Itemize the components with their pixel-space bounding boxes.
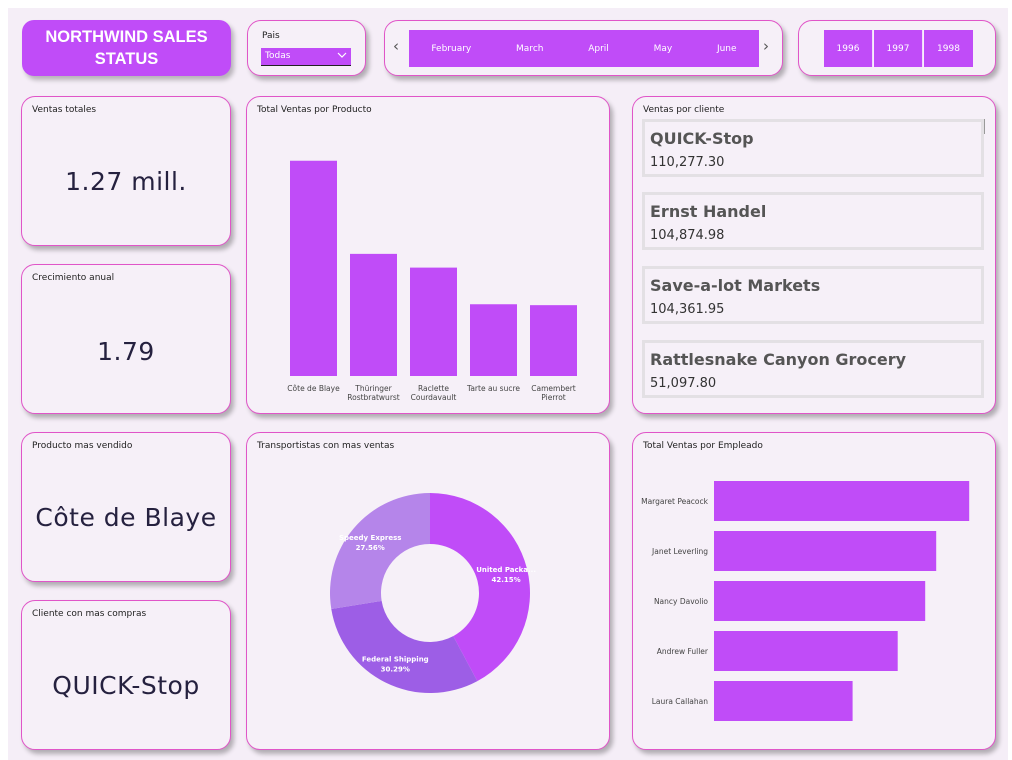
bar-0 <box>290 160 337 376</box>
y-tick-label: Margaret Peacock <box>641 497 709 506</box>
chart-title: Ventas por cliente <box>643 105 725 115</box>
donut-slice-1 <box>331 600 478 693</box>
slice-percent-label: 42.15% <box>492 576 521 584</box>
pais-dropdown[interactable]: Todas <box>261 48 351 66</box>
month-march[interactable]: March <box>516 43 544 54</box>
pais-dropdown-value: Todas <box>265 51 291 61</box>
kpi-cliente-mas-compras: Cliente con mas compras QUICK-Stop <box>21 600 231 750</box>
bar-1 <box>714 531 937 571</box>
ventas-empleado-chart: Margaret Peacock Janet Leverling Nancy Dav… <box>641 481 970 721</box>
x-tick-label: Thüringer Rostbratwurst <box>347 384 400 402</box>
transportistas-chart-card: Transportistas con mas ventas United Pac… <box>246 432 610 750</box>
month-june[interactable]: June <box>716 43 737 54</box>
chart-title: Transportistas con mas ventas <box>257 441 395 451</box>
customer-value: 110,277.30 <box>650 155 725 170</box>
chart-title: Total Ventas por Empleado <box>643 441 763 451</box>
customer-name: Ernst Handel <box>650 202 767 221</box>
slice-label: United Packa... <box>476 566 536 574</box>
customer-card[interactable]: QUICK-Stop 110,277.30 <box>642 119 984 177</box>
customer-name: Rattlesnake Canyon Grocery <box>650 350 907 369</box>
next-month-arrow-icon[interactable]: › <box>763 37 769 55</box>
slice-percent-label: 27.56% <box>356 544 385 552</box>
ventas-producto-chart: Côte de Blaye Thüringer Rostbratwurst Racle… <box>287 160 577 402</box>
kpi-title: Producto mas vendido <box>32 441 133 451</box>
customer-name: QUICK-Stop <box>650 129 754 148</box>
kpi-title: Crecimiento anual <box>32 273 115 283</box>
customer-card[interactable]: Ernst Handel 104,874.98 <box>642 192 984 250</box>
customer-card[interactable]: Rattlesnake Canyon Grocery 51,097.80 <box>642 340 984 398</box>
pais-filter-card: Pais Todas <box>247 20 366 76</box>
bar-0 <box>714 481 970 521</box>
kpi-ventas-totales: Ventas totales 1.27 mill. <box>21 96 231 246</box>
donut-slice-2 <box>330 493 430 610</box>
bar-2 <box>410 267 457 376</box>
bar-1 <box>350 253 397 376</box>
kpi-title: Ventas totales <box>32 105 97 115</box>
slice-label: Speedy Express <box>339 534 401 542</box>
customer-value: 51,097.80 <box>650 376 717 391</box>
year-1997-button[interactable]: 1997 <box>874 30 923 67</box>
x-tick-label: Côte de Blaye <box>287 384 340 393</box>
prev-month-arrow-icon[interactable]: ‹ <box>393 37 399 55</box>
kpi-crecimiento-anual: Crecimiento anual 1.79 <box>21 264 231 414</box>
customer-card[interactable]: Save-a-lot Markets 104,361.95 <box>642 266 984 324</box>
slice-label: Federal Shipping <box>362 655 429 663</box>
dashboard-title-text: NORTHWIND SALES STATUS <box>45 28 208 68</box>
kpi-title: Cliente con mas compras <box>32 609 147 619</box>
dashboard-title: NORTHWIND SALES STATUS <box>22 20 231 76</box>
month-april[interactable]: April <box>588 43 609 54</box>
x-tick-label: Raclette Courdavault <box>411 384 457 402</box>
slice-percent-label: 30.29% <box>381 665 410 673</box>
chart-title: Total Ventas por Producto <box>257 105 372 115</box>
customer-name: Save-a-lot Markets <box>650 276 821 295</box>
bar-2 <box>714 581 926 621</box>
y-tick-label: Janet Leverling <box>651 547 708 556</box>
y-tick-label: Nancy Davolio <box>654 597 708 606</box>
kpi-value: QUICK-Stop <box>52 671 200 700</box>
x-tick-label: Camembert Pierrot <box>531 384 576 402</box>
kpi-value: Côte de Blaye <box>35 503 217 532</box>
customer-value: 104,361.95 <box>650 302 725 317</box>
month-slicer-card: ‹ February March April May June › <box>384 20 783 76</box>
ventas-producto-chart-card: Total Ventas por Producto Côte de Blaye T… <box>246 96 610 414</box>
bar-4 <box>530 305 577 376</box>
pais-filter-label: Pais <box>262 31 280 41</box>
bar-4 <box>714 681 853 721</box>
month-slicer: February March April May June <box>409 30 759 67</box>
transportistas-donut-chart: United Packa... 42.15% Federal Shipping 30.… <box>330 493 536 693</box>
ventas-empleado-chart-card: Total Ventas por Empleado Margaret Peaco… <box>632 432 996 750</box>
bar-3 <box>714 631 898 671</box>
month-february[interactable]: February <box>431 43 472 54</box>
year-slicer-card: 1996 1997 1998 <box>798 20 996 76</box>
ventas-cliente-card: Ventas por cliente QUICK-Stop 110,277.30… <box>632 96 996 414</box>
y-tick-label: Andrew Fuller <box>657 647 709 656</box>
donut-slice-0 <box>430 493 530 682</box>
x-tick-label: Tarte au sucre <box>466 384 520 393</box>
kpi-producto-mas-vendido: Producto mas vendido Côte de Blaye <box>21 432 231 582</box>
bar-3 <box>470 304 517 376</box>
year-1996-button[interactable]: 1996 <box>824 30 873 67</box>
y-tick-label: Laura Callahan <box>652 697 709 706</box>
customer-value: 104,874.98 <box>650 228 725 243</box>
chevron-down-icon <box>337 50 347 66</box>
kpi-value: 1.79 <box>97 337 155 366</box>
year-1998-button[interactable]: 1998 <box>924 30 973 67</box>
month-may[interactable]: May <box>653 43 673 54</box>
kpi-value: 1.27 mill. <box>65 167 187 196</box>
